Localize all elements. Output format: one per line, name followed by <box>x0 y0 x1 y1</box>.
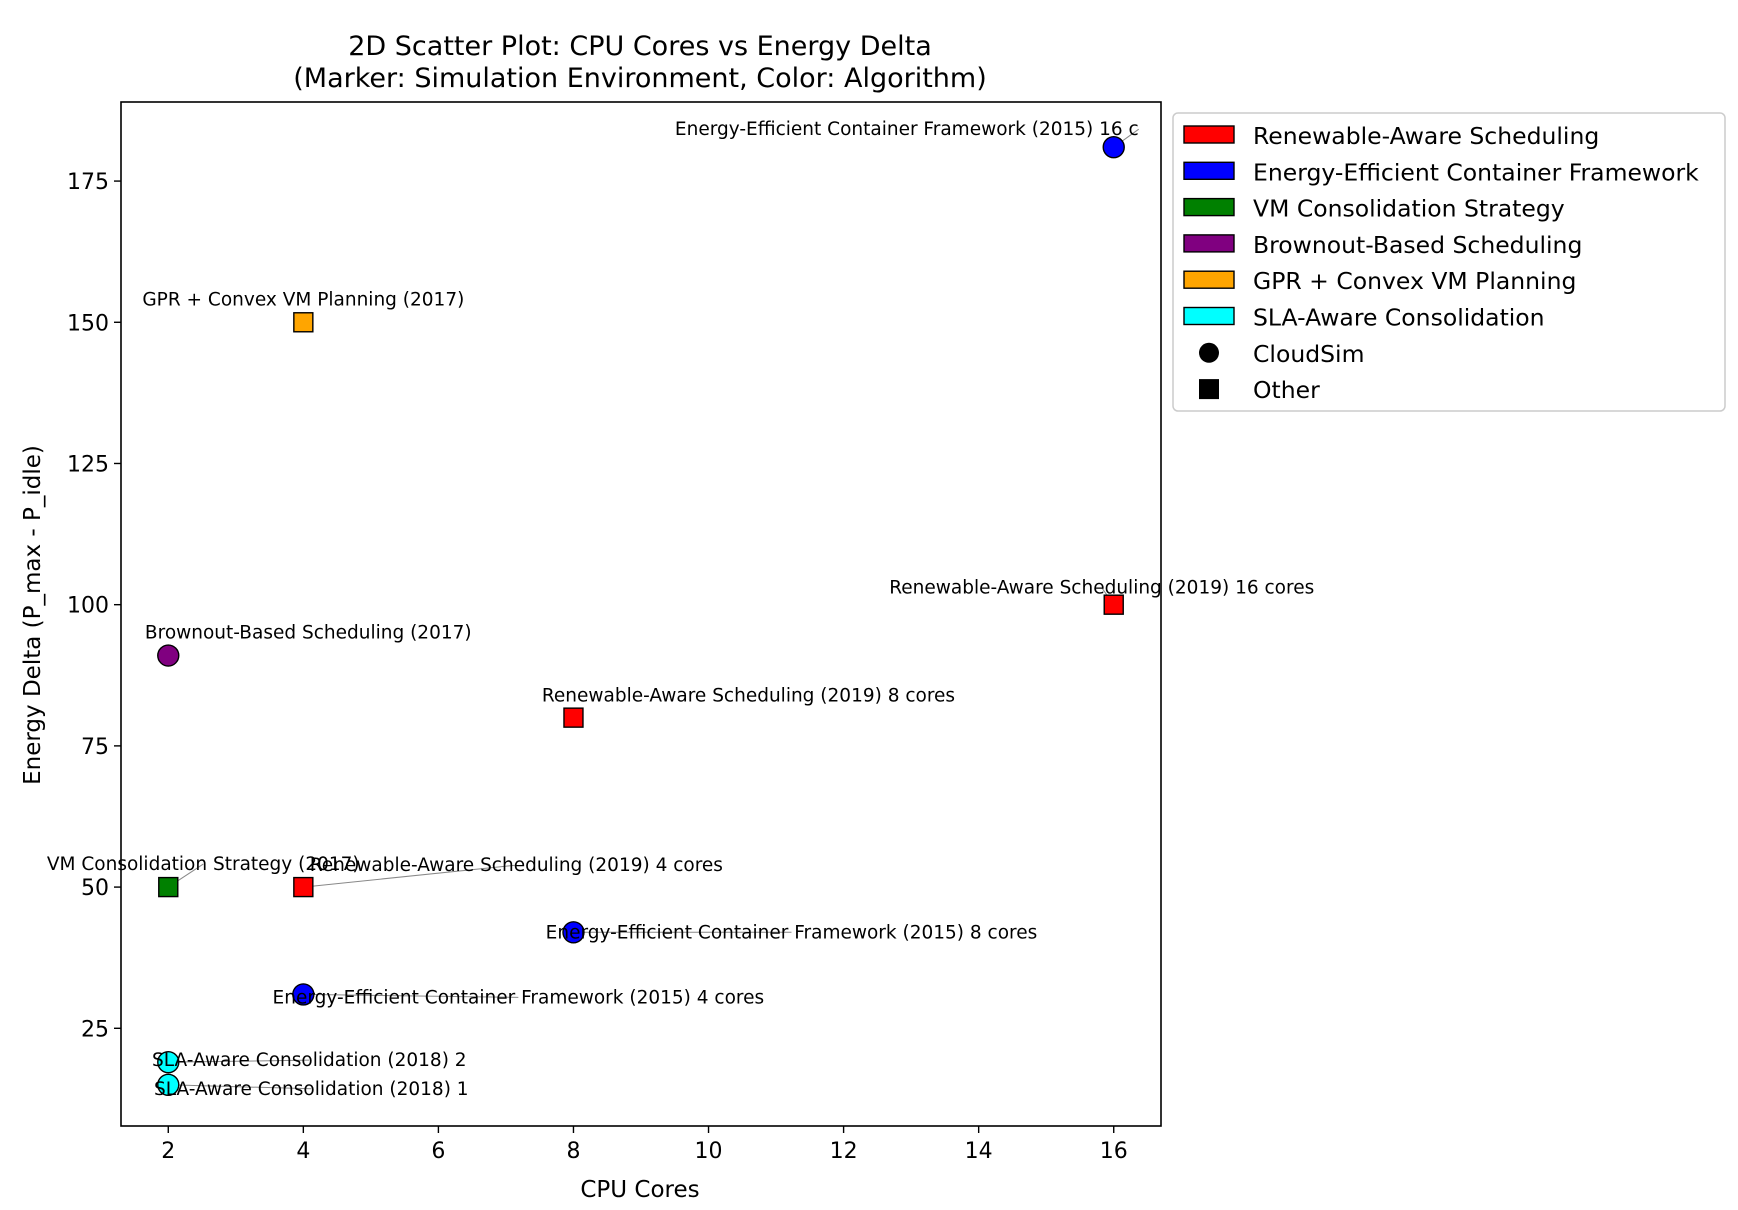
point-annotation: Brownout-Based Scheduling (2017) <box>145 623 472 644</box>
plot-frame <box>120 101 1162 1127</box>
x-axis-label: CPU Cores <box>580 1177 699 1203</box>
chart-subtitle: (Marker: Simulation Environment, Color: … <box>293 63 987 94</box>
legend-swatch <box>1183 234 1235 253</box>
label-leader-line <box>168 1084 312 1090</box>
x-tick-label: 10 <box>695 1139 723 1164</box>
legend-entry-label: Energy-Efficient Container Framework <box>1253 158 1699 186</box>
scatter-point-circle <box>157 1073 180 1096</box>
point-annotation: GPR + Convex VM Planning (2017) <box>142 289 464 310</box>
point-annotation: SLA-Aware Consolidation (2018) 1 <box>154 1079 469 1100</box>
legend-entry-label: VM Consolidation Strategy <box>1253 195 1565 223</box>
legend-swatch <box>1183 306 1235 326</box>
axes: 2 4 6 8 10 12 14 16 25 50 75 100 125 150 175 <box>67 101 1162 1164</box>
scatter-point-square <box>1103 594 1124 615</box>
x-tick-label: 4 <box>296 1139 310 1164</box>
y-axis-label: Energy Delta (P_max - P_idle) <box>20 445 46 785</box>
legend-entry-label: Brownout-Based Scheduling <box>1253 231 1582 259</box>
point-annotation: Renewable-Aware Scheduling (2019) 4 core… <box>310 855 723 876</box>
legend: Renewable-Aware Scheduling Energy-Efficie… <box>1172 112 1726 412</box>
legend-entry-label: GPR + Convex VM Planning <box>1253 267 1576 295</box>
legend-marker-circle <box>1199 342 1219 363</box>
point-annotation: Renewable-Aware Scheduling (2019) 8 core… <box>542 686 955 707</box>
scatter-point-circle <box>292 983 315 1006</box>
scatter-point-circle <box>562 921 585 944</box>
point-annotation: Energy-Efficient Container Framework (20… <box>546 922 1038 943</box>
data-points <box>157 135 1125 1096</box>
annotation-leaders <box>167 128 1140 1090</box>
point-annotation: Energy-Efficient Container Framework (20… <box>273 987 765 1008</box>
scatter-point-square <box>293 876 314 898</box>
label-leader-line <box>168 1059 310 1063</box>
scatter-point-square <box>293 312 314 333</box>
x-tick-label: 12 <box>830 1139 858 1164</box>
y-tick-label: 25 <box>81 1017 109 1042</box>
y-tick-label: 175 <box>67 170 109 195</box>
legend-box <box>1172 112 1726 412</box>
x-tick-label: 8 <box>566 1139 580 1164</box>
legend-marker-square <box>1199 379 1219 400</box>
legend-entry-label: CloudSim <box>1253 340 1364 368</box>
legend-entry-label: SLA-Aware Consolidation <box>1253 304 1545 332</box>
y-tick-label: 100 <box>67 594 109 619</box>
label-leader-line <box>303 993 519 998</box>
legend-swatch <box>1183 197 1235 217</box>
x-tick-label: 14 <box>965 1139 993 1164</box>
legend-swatch <box>1183 161 1235 181</box>
chart-title: 2D Scatter Plot: CPU Cores vs Energy Del… <box>348 31 932 62</box>
legend-entry-label: Other <box>1253 376 1320 404</box>
y-tick-label: 150 <box>67 311 109 336</box>
y-tick-label: 125 <box>67 452 109 477</box>
x-tick-label: 16 <box>1100 1139 1128 1164</box>
legend-swatch <box>1183 125 1235 144</box>
scatter-point-square <box>563 707 584 728</box>
scatter-point-square <box>158 876 179 898</box>
scatter-point-circle <box>157 1050 180 1074</box>
scatter-point-circle <box>157 644 180 667</box>
point-annotation: Renewable-Aware Scheduling (2019) 16 cor… <box>889 578 1314 599</box>
y-tick-label: 50 <box>81 876 109 901</box>
legend-swatch <box>1183 270 1235 289</box>
point-annotation: SLA-Aware Consolidation (2018) 2 <box>152 1050 467 1071</box>
x-tick-label: 2 <box>161 1139 175 1164</box>
x-tick-label: 6 <box>431 1139 445 1164</box>
point-labels: Energy-Efficient Container Framework (20… <box>47 119 1314 1100</box>
y-tick-label: 75 <box>81 735 109 760</box>
legend-entry-label: Renewable-Aware Scheduling <box>1253 122 1599 150</box>
scatter-point-circle <box>1102 135 1125 159</box>
label-leader-line <box>303 864 517 888</box>
point-annotation: Energy-Efficient Container Framework (20… <box>675 119 1139 140</box>
point-annotation: VM Consolidation Strategy (2017) <box>47 854 360 875</box>
